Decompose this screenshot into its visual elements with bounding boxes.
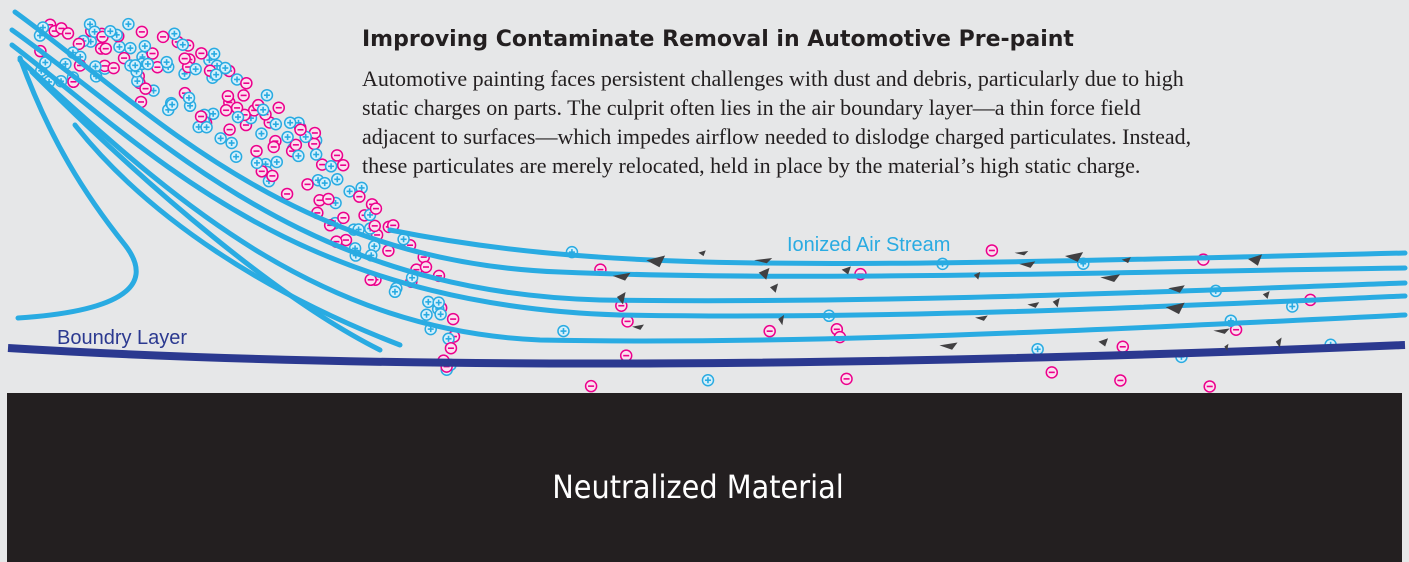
negative-ion	[445, 343, 456, 354]
positive-ion	[114, 41, 125, 52]
negative-ion	[251, 146, 262, 157]
positive-ion	[421, 309, 432, 320]
material-label: Neutralized Material	[552, 468, 843, 506]
negative-ion	[282, 188, 293, 199]
negative-ion	[986, 245, 997, 256]
negative-ion	[140, 83, 151, 94]
positive-ion	[319, 178, 330, 189]
body-line: these particulates are merely relocated,…	[362, 153, 1140, 178]
positive-ion	[169, 28, 180, 39]
negative-ion	[1115, 375, 1126, 386]
negative-ion	[448, 314, 459, 325]
body-line: Automotive painting faces persistent cha…	[362, 66, 1184, 91]
positive-ion	[231, 151, 242, 162]
positive-ion	[232, 112, 243, 123]
positive-ion	[209, 48, 220, 59]
positive-ion	[211, 69, 222, 80]
body-line: adjacent to surfaces—which impedes airfl…	[362, 124, 1191, 149]
negative-ion	[332, 150, 343, 161]
negative-ion	[338, 212, 349, 223]
positive-ion	[389, 286, 400, 297]
positive-ion	[190, 64, 201, 75]
negative-ion	[158, 31, 169, 42]
negative-ion	[267, 170, 278, 181]
negative-ion	[241, 78, 252, 89]
positive-ion	[215, 133, 226, 144]
positive-ion	[285, 117, 296, 128]
negative-ion	[621, 350, 632, 361]
positive-ion	[142, 58, 153, 69]
negative-ion	[586, 381, 597, 392]
positive-ion	[282, 132, 293, 143]
body-line: static charges on parts. The culprit oft…	[362, 95, 1141, 120]
negative-ion	[238, 90, 249, 101]
negative-ion	[354, 191, 365, 202]
positive-ion	[271, 156, 282, 167]
positive-ion	[183, 92, 194, 103]
positive-ion	[105, 26, 116, 37]
negative-ion	[222, 91, 233, 102]
negative-ion	[63, 28, 74, 39]
positive-ion	[702, 375, 713, 386]
negative-ion	[136, 26, 147, 37]
positive-ion	[326, 161, 337, 172]
negative-ion	[420, 262, 431, 273]
negative-ion	[302, 179, 313, 190]
positive-ion	[332, 174, 343, 185]
negative-ion	[370, 203, 381, 214]
positive-ion	[161, 57, 172, 68]
negative-ion	[108, 63, 119, 74]
negative-ion	[1204, 381, 1215, 392]
negative-ion	[221, 105, 232, 116]
positive-ion	[130, 60, 141, 71]
negative-ion	[1117, 341, 1128, 352]
positive-ion	[256, 128, 267, 139]
positive-ion	[558, 326, 569, 337]
positive-ion	[258, 104, 269, 115]
positive-ion	[270, 119, 281, 130]
negative-ion	[338, 160, 349, 171]
positive-ion	[139, 41, 150, 52]
negative-ion	[179, 53, 190, 64]
negative-ion	[764, 326, 775, 337]
positive-ion	[201, 122, 212, 133]
negative-ion	[100, 43, 111, 54]
negative-ion	[268, 141, 279, 152]
negative-ion	[224, 124, 235, 135]
positive-ion	[261, 90, 272, 101]
positive-ion	[311, 149, 322, 160]
positive-ion	[125, 43, 136, 54]
boundary-layer-label: Boundry Layer	[57, 327, 187, 349]
air-stream-label: Ionized Air Stream	[787, 234, 950, 256]
negative-ion	[196, 111, 207, 122]
positive-ion	[167, 99, 178, 110]
negative-ion	[841, 373, 852, 384]
positive-ion	[251, 157, 262, 168]
title: Improving Contaminate Removal in Automot…	[362, 27, 1074, 52]
negative-ion	[369, 220, 380, 231]
positive-ion	[435, 309, 446, 320]
negative-ion	[1046, 367, 1057, 378]
positive-ion	[177, 39, 188, 50]
negative-ion	[295, 124, 306, 135]
positive-ion	[226, 138, 237, 149]
positive-ion	[1032, 344, 1043, 355]
positive-ion	[433, 297, 444, 308]
positive-ion	[293, 150, 304, 161]
negative-ion	[273, 102, 284, 113]
negative-ion	[323, 194, 334, 205]
positive-ion	[123, 19, 134, 30]
diagram: Improving Contaminate Removal in Automot…	[0, 0, 1409, 562]
positive-ion	[423, 296, 434, 307]
negative-ion	[196, 48, 207, 59]
